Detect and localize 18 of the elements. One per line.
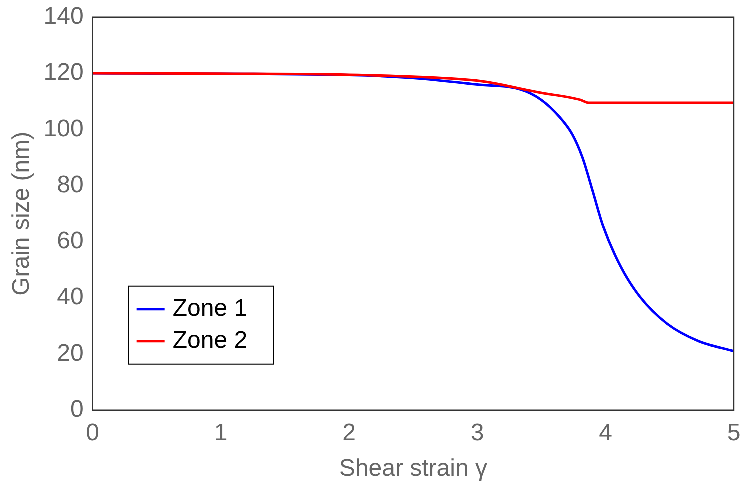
y-tick-label: 120: [44, 59, 84, 86]
y-axis-title: Grain size (nm): [8, 132, 36, 296]
x-tick-label: 4: [599, 419, 612, 446]
x-axis-title: Shear strain γ: [339, 455, 488, 482]
legend-label: Zone 2: [172, 327, 248, 354]
y-tick-label: 60: [57, 228, 84, 255]
y-tick-label: 0: [70, 396, 84, 424]
legend-label: Zone 1: [172, 295, 248, 322]
y-tick-label: 40: [57, 284, 84, 311]
x-tick-label: 2: [342, 419, 356, 446]
line-series: [92, 72, 734, 104]
y-tick-label: 80: [57, 171, 84, 198]
y-tick-label: 100: [44, 115, 84, 142]
y-tick-label: 140: [44, 3, 84, 30]
y-tick-label: 20: [57, 340, 84, 367]
x-tick-label: 1: [214, 419, 228, 446]
x-tick-label: 3: [470, 419, 484, 446]
x-tick-label: 5: [727, 419, 741, 446]
